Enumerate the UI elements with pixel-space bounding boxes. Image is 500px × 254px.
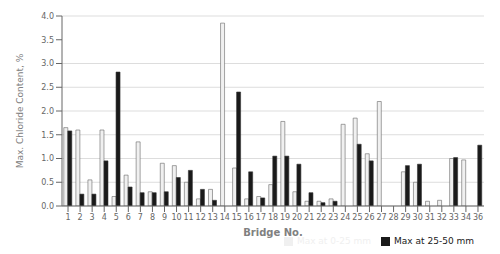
svg-text:1.5: 1.5: [41, 131, 54, 140]
svg-text:9: 9: [162, 213, 167, 222]
svg-text:16: 16: [244, 213, 254, 222]
svg-text:11: 11: [184, 213, 194, 222]
svg-text:3.0: 3.0: [41, 59, 54, 68]
svg-text:14: 14: [220, 213, 230, 222]
svg-text:12: 12: [196, 213, 206, 222]
svg-text:25: 25: [352, 213, 362, 222]
svg-text:8: 8: [150, 213, 155, 222]
svg-text:28: 28: [388, 213, 398, 222]
svg-text:29: 29: [401, 213, 411, 222]
svg-text:27: 27: [376, 213, 386, 222]
svg-text:0.0: 0.0: [41, 202, 54, 211]
svg-text:20: 20: [292, 213, 302, 222]
svg-text:0.5: 0.5: [41, 178, 54, 187]
svg-text:21: 21: [304, 213, 314, 222]
html-text:Max at 25-50 mm: Max at 25-50 mm: [394, 236, 474, 246]
svg-text:15: 15: [232, 213, 242, 222]
svg-text:5: 5: [114, 213, 119, 222]
svg-text:1.0: 1.0: [41, 154, 54, 163]
svg-text:7: 7: [138, 213, 143, 222]
svg-text:2.5: 2.5: [41, 83, 54, 92]
svg-text:Max. Chloride Content, %: Max. Chloride Content, %: [15, 53, 25, 168]
svg-text:26: 26: [364, 213, 374, 222]
svg-text:2: 2: [78, 213, 83, 222]
svg-text:24: 24: [340, 213, 350, 222]
svg-text:19: 19: [280, 213, 290, 222]
svg-text:32: 32: [437, 213, 447, 222]
svg-text:36: 36: [473, 213, 483, 222]
svg-text:23: 23: [328, 213, 338, 222]
svg-text:18: 18: [268, 213, 278, 222]
svg-text:4: 4: [102, 213, 107, 222]
svg-text:34: 34: [461, 213, 471, 222]
svg-text:17: 17: [256, 213, 266, 222]
svg-text:10: 10: [171, 213, 181, 222]
svg-text:1: 1: [65, 213, 70, 222]
svg-text:22: 22: [316, 213, 326, 222]
svg-text:30: 30: [413, 213, 423, 222]
svg-text:4.0: 4.0: [41, 12, 54, 21]
svg-text:13: 13: [208, 213, 218, 222]
svg-text:33: 33: [449, 213, 459, 222]
svg-text:3.5: 3.5: [41, 36, 54, 45]
svg-text:2.0: 2.0: [41, 107, 54, 116]
svg-text:6: 6: [126, 213, 131, 222]
html-text:Max at 0-25 mm: Max at 0-25 mm: [296, 236, 372, 246]
svg-text:3: 3: [90, 213, 95, 222]
svg-text:Bridge No.: Bridge No.: [243, 227, 303, 238]
svg-text:31: 31: [425, 213, 435, 222]
